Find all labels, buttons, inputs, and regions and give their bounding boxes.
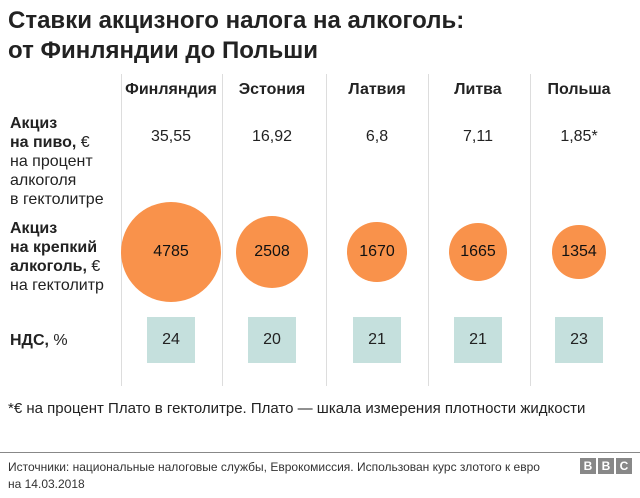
label-text: алкоголя [10, 172, 77, 189]
beer-excise-value: 1,85* [560, 128, 598, 145]
label-text: на процент [10, 153, 93, 170]
label-text: алкоголь, [10, 258, 87, 275]
spirits-excise-circle: 2508 [235, 215, 309, 289]
source-text: Источники: национальные налоговые службы… [8, 460, 540, 491]
spirits-excise-circle: 1670 [347, 222, 407, 282]
beer-excise-value: 16,92 [251, 128, 293, 145]
label-unit: € [86, 258, 101, 275]
label-text: на гектолитр [10, 277, 104, 294]
label-text: НДС, [10, 332, 49, 349]
divider [0, 452, 640, 453]
vat-value-box: 23 [555, 317, 603, 363]
label-text: на крепкий [10, 239, 98, 256]
beer-excise-value: 35,55 [150, 128, 192, 145]
beer-excise-value: 7,11 [463, 128, 493, 145]
label-text: Акциз [10, 115, 58, 132]
row-label-vat: НДС, % [10, 331, 68, 350]
vat-value-box: 20 [248, 317, 296, 363]
label-text: на пиво, [10, 134, 77, 151]
spirits-excise-circle: 1665 [448, 222, 508, 282]
beer-excise-value: 6,8 [365, 128, 389, 145]
logo-letter: C [616, 458, 632, 474]
label-text: Акциз [10, 220, 58, 237]
title-line-2: от Финляндии до Польши [8, 37, 319, 64]
logo-letter: B [580, 458, 596, 474]
column-header: Финляндия [125, 81, 217, 98]
column-divider [222, 74, 223, 386]
column-divider [326, 74, 327, 386]
column-divider [428, 74, 429, 386]
column-header: Литва [454, 81, 502, 98]
chart-title: Ставки акцизного налога на алкоголь: от … [8, 6, 464, 66]
column-header: Латвия [348, 81, 406, 98]
label-unit: € [76, 134, 90, 151]
footnote: *€ на процент Плато в гектолитре. Плато … [8, 400, 586, 417]
column-divider [121, 74, 122, 386]
row-label-beer: Акциз на пиво, € на процент алкоголя в г… [10, 114, 104, 209]
column-header: Польша [547, 81, 611, 98]
row-label-spirits: Акциз на крепкий алкоголь, € на гектолит… [10, 219, 104, 295]
vat-value-box: 24 [147, 317, 195, 363]
label-text: в гектолитре [10, 191, 104, 208]
vat-value-box: 21 [454, 317, 502, 363]
column-divider [530, 74, 531, 386]
title-line-1: Ставки акцизного налога на алкоголь: [8, 7, 465, 34]
bbc-logo: B B C [580, 458, 632, 474]
spirits-excise-circle: 4785 [121, 202, 221, 302]
column-header: Эстония [238, 81, 306, 98]
spirits-excise-circle: 1354 [552, 225, 606, 279]
label-unit: % [48, 332, 68, 349]
logo-letter: B [598, 458, 614, 474]
vat-value-box: 21 [353, 317, 401, 363]
